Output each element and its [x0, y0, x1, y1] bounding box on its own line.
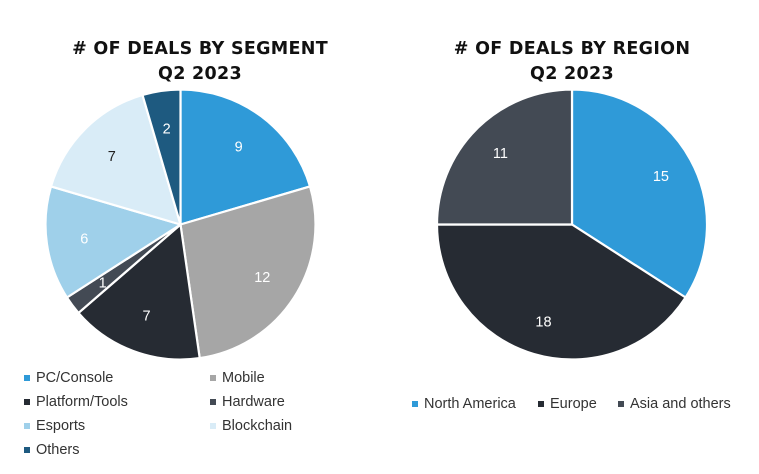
segment-slice-esports: [44, 185, 182, 299]
segment-legend-swatch: [210, 375, 216, 381]
region-data-label-europe: 18: [535, 315, 551, 331]
segment-legend-item-mobile: Mobile: [210, 370, 265, 386]
region-chart-title: # OF DEALS BY REGION Q2 2023: [392, 37, 752, 87]
segment-legend-swatch: [24, 447, 30, 453]
segment-legend-item-esports: Esports: [24, 418, 85, 434]
segment-legend-item-others: Others: [24, 442, 80, 458]
region-chart-title-text: # OF DEALS BY REGION: [453, 39, 691, 59]
segment-legend-item-blockchain: Blockchain: [210, 418, 292, 434]
segment-data-label-mobile: 12: [254, 270, 270, 286]
segment-legend-item-hardware: Hardware: [210, 394, 285, 410]
region-chart-subtitle: Q2 2023: [530, 64, 614, 84]
segment-chart-title: # OF DEALS BY SEGMENT Q2 2023: [20, 37, 380, 87]
segment-legend-label: Blockchain: [222, 418, 293, 434]
region-legend-item-asia-and-others: Asia and others: [618, 396, 731, 412]
region-legend-swatch: [538, 401, 544, 407]
segment-data-label-blockchain: 7: [108, 149, 116, 165]
segment-legend-label: Platform/Tools: [36, 394, 128, 410]
segment-legend-label: Hardware: [222, 394, 285, 410]
region-data-label-north-america: 15: [653, 169, 669, 185]
segment-slice-others: [141, 88, 182, 226]
segment-data-label-esports: 6: [80, 231, 88, 247]
segment-slice-platform-tools: [77, 223, 201, 361]
segment-legend-swatch: [210, 399, 216, 405]
segment-legend-label: PC/Console: [36, 370, 114, 386]
region-legend-label: Europe: [550, 396, 597, 412]
region-data-label-asia-and-others: 11: [493, 146, 508, 162]
segment-legend-item-platform-tools: Platform/Tools: [24, 394, 128, 410]
segment-legend-label: Esports: [36, 418, 86, 434]
segment-slice-blockchain: [49, 93, 182, 226]
region-slice-europe: [435, 223, 687, 361]
region-legend-label: North America: [424, 396, 516, 412]
segment-data-label-others: 2: [163, 121, 171, 137]
region-legend-label: Asia and others: [630, 396, 731, 412]
segment-slice-mobile: [179, 185, 317, 360]
segment-data-label-hardware: 1: [99, 276, 107, 292]
region-slice-asia-and-others: [435, 88, 574, 226]
segment-legend-label: Mobile: [222, 370, 265, 386]
segment-data-label-platform-tools: 7: [142, 309, 150, 325]
region-legend-item-north-america: North America: [412, 396, 516, 412]
region-legend-item-europe: Europe: [538, 396, 597, 412]
segment-slice-pc-console: [179, 88, 312, 226]
segment-data-label-pc-console: 9: [235, 140, 243, 156]
segment-legend-swatch: [24, 423, 30, 429]
segment-chart-title-text: # OF DEALS BY SEGMENT: [72, 39, 328, 59]
segment-legend-swatch: [24, 375, 30, 381]
segment-legend-swatch: [24, 399, 30, 405]
segment-legend-item-pc-console: PC/Console: [24, 370, 113, 386]
segment-legend-label: Others: [36, 442, 80, 458]
segment-legend-swatch: [210, 423, 216, 429]
region-legend-swatch: [618, 401, 624, 407]
region-legend-swatch: [412, 401, 418, 407]
segment-chart-subtitle: Q2 2023: [158, 64, 242, 84]
